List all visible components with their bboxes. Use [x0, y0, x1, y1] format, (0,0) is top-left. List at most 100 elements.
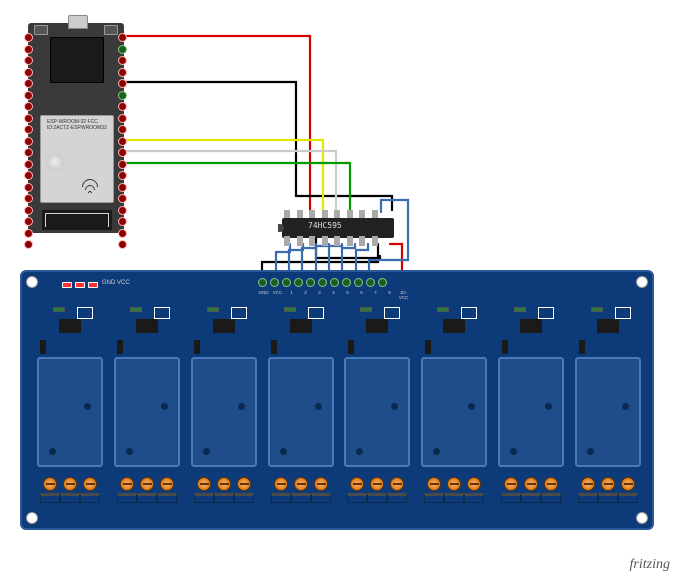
shield-label: ESP-WROOM-32 FCC ID:2ACTZ-ESPWROOM32: [47, 120, 113, 131]
wifi-icon: [88, 183, 106, 197]
screw-terminals-row: [32, 477, 646, 503]
relay-pin-icon: [315, 403, 322, 410]
esp32-pin: [118, 217, 127, 226]
boot-button: [34, 25, 48, 35]
screw-icon: [524, 477, 538, 491]
terminal-base: [40, 493, 100, 503]
header-pin-label: VCC: [272, 290, 283, 300]
relay-cube: [114, 357, 180, 467]
ic-pin: [284, 236, 290, 246]
header-label-left: GND VCC: [102, 280, 130, 286]
opto-chip-icon: [597, 319, 619, 333]
esp32-pin: [24, 194, 33, 203]
header-pin-label: 1: [286, 290, 297, 300]
esp32-pin: [118, 160, 127, 169]
status-led-icon: [53, 307, 65, 312]
power-leds: [62, 282, 98, 288]
header-pin-label: 7: [370, 290, 381, 300]
power-led-icon: [88, 282, 98, 288]
screw-icon: [83, 477, 97, 491]
ic-pin: [297, 236, 303, 246]
opto-chip-icon: [520, 319, 542, 333]
esp32-pin: [24, 56, 33, 65]
screw-icon: [370, 477, 384, 491]
relay-cube: [421, 357, 487, 467]
status-led-icon: [591, 307, 603, 312]
screw-icon: [390, 477, 404, 491]
smd-component: [348, 340, 354, 354]
relay-input-header: [258, 278, 387, 287]
esp32-pin: [24, 183, 33, 192]
header-pin-label: 3: [314, 290, 325, 300]
esp32-pin: [118, 194, 127, 203]
relay-pin-icon: [126, 448, 133, 455]
optocoupler: [276, 307, 326, 337]
opto-outline: [308, 307, 324, 319]
header-pin: [294, 278, 303, 287]
opto-outline: [77, 307, 93, 319]
smd-component: [194, 340, 200, 354]
relay-pin-icon: [203, 448, 210, 455]
esp32-pin: [24, 114, 33, 123]
opto-outline: [615, 307, 631, 319]
relay-pin-icon: [433, 448, 440, 455]
ic-pin: [359, 236, 365, 246]
esp32-pin: [24, 68, 33, 77]
screw-terminal: [575, 477, 641, 503]
header-pin-label: 6: [356, 290, 367, 300]
ic-pins-bottom: [284, 236, 378, 246]
screw-icon: [217, 477, 231, 491]
terminal-base: [501, 493, 561, 503]
screw-icon: [43, 477, 57, 491]
smd-component: [40, 340, 46, 354]
wire-latch: [126, 151, 336, 210]
header-pin-label: GND: [258, 290, 269, 300]
opto-chip-icon: [213, 319, 235, 333]
relay-cube: [191, 357, 257, 467]
ic-pin: [322, 236, 328, 246]
micro-usb-port: [68, 15, 88, 29]
terminal-base: [347, 493, 407, 503]
screw-icon: [274, 477, 288, 491]
relay-pin-icon: [468, 403, 475, 410]
header-pin: [318, 278, 327, 287]
relay-header-labels: GNDVCC12345678JD-VCC: [258, 290, 409, 300]
screw-icon: [237, 477, 251, 491]
optocoupler: [199, 307, 249, 337]
usb-serial-chip: [50, 37, 104, 83]
optocoupler: [122, 307, 172, 337]
esp32-pins-right: [118, 33, 128, 249]
esp32-pin: [24, 148, 33, 157]
screw-icon: [581, 477, 595, 491]
esp32-pin: [24, 160, 33, 169]
opto-chip-icon: [443, 319, 465, 333]
ic-pin: [347, 236, 353, 246]
ic-pin: [309, 236, 315, 246]
header-pin: [282, 278, 291, 287]
esp32-pin: [118, 229, 127, 238]
esp32-pin: [24, 229, 33, 238]
fritzing-watermark: fritzing: [630, 557, 670, 573]
screw-icon: [601, 477, 615, 491]
screw-icon: [63, 477, 77, 491]
optocoupler-row: [32, 307, 646, 337]
screw-icon: [544, 477, 558, 491]
screw-terminal: [268, 477, 334, 503]
relay-pin-icon: [587, 448, 594, 455]
terminal-base: [578, 493, 638, 503]
relay-pin-icon: [356, 448, 363, 455]
screw-icon: [350, 477, 364, 491]
header-pin-label: JD-VCC: [398, 290, 409, 300]
wire-clock: [126, 163, 350, 210]
status-led-icon: [207, 307, 219, 312]
wire-vcc1: [126, 36, 310, 210]
screw-icon: [314, 477, 328, 491]
screw-icon: [120, 477, 134, 491]
screw-icon: [294, 477, 308, 491]
wiring-diagram: ESP-WROOM-32 FCC ID:2ACTZ-ESPWROOM32 74H…: [0, 0, 680, 575]
status-led-icon: [284, 307, 296, 312]
esp32-pin: [24, 125, 33, 134]
screw-icon: [504, 477, 518, 491]
smd-component: [579, 340, 585, 354]
smd-component: [271, 340, 277, 354]
